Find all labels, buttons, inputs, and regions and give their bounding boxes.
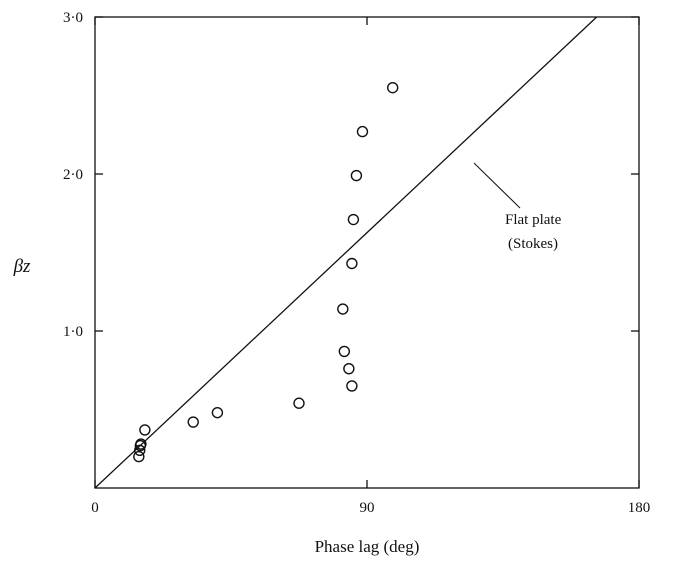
data-point-7 xyxy=(293,397,305,409)
data-point-12 xyxy=(346,257,358,270)
x-axis-label: Phase lag (deg) xyxy=(315,537,420,556)
data-point-4 xyxy=(139,424,151,436)
x-tick-label-1: 90 xyxy=(360,500,375,516)
axis-ticks xyxy=(94,16,640,488)
data-point-13 xyxy=(347,213,360,226)
tick-labels: 0 90 180 1·0 2·0 3·0 xyxy=(63,10,650,516)
reference-line-label-2: (Stokes) xyxy=(508,236,558,252)
data-point-3 xyxy=(135,438,147,450)
plot-frame xyxy=(94,16,640,489)
data-points xyxy=(133,81,399,463)
data-point-11 xyxy=(346,380,358,392)
data-point-9 xyxy=(338,345,351,358)
y-tick-label-2: 3·0 xyxy=(63,10,83,26)
data-point-1 xyxy=(134,444,146,457)
data-point-8 xyxy=(337,303,349,315)
data-point-5 xyxy=(187,416,199,428)
reference-line-leader xyxy=(473,162,521,209)
data-point-14 xyxy=(350,169,363,182)
x-tick-label-2: 180 xyxy=(628,500,651,516)
data-point-15 xyxy=(356,125,369,138)
y-tick-label-0: 1·0 xyxy=(63,324,83,340)
y-tick-label-1: 2·0 xyxy=(63,167,83,183)
x-tick-label-0: 0 xyxy=(91,500,99,516)
reference-line-group xyxy=(94,16,598,489)
data-point-6 xyxy=(211,406,224,419)
data-point-0 xyxy=(133,450,145,463)
data-point-16 xyxy=(386,81,399,94)
reference-line-label-1: Flat plate xyxy=(505,212,562,228)
reference-line xyxy=(94,16,598,489)
y-axis-label: βz xyxy=(13,256,31,277)
data-point-10 xyxy=(343,362,355,375)
